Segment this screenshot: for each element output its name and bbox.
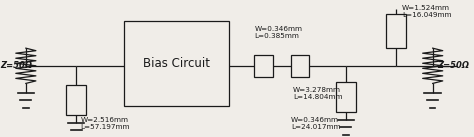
Text: Z=50Ω: Z=50Ω: [437, 61, 469, 70]
Text: W=0.346mm
L=0.385mm: W=0.346mm L=0.385mm: [255, 26, 302, 39]
Bar: [291, 55, 309, 77]
Text: W=1.524mm
L=16.049mm: W=1.524mm L=16.049mm: [402, 5, 452, 18]
Text: Z=50Ω: Z=50Ω: [0, 61, 33, 70]
Bar: [255, 55, 273, 77]
Bar: [386, 14, 406, 48]
Text: W=0.346mm
L=24.017mm: W=0.346mm L=24.017mm: [291, 117, 340, 130]
Bar: [124, 21, 229, 106]
Text: W=3.278mm
L=14.804mm: W=3.278mm L=14.804mm: [293, 88, 343, 100]
Bar: [66, 85, 86, 115]
Bar: [336, 82, 356, 112]
Text: W=2.516mm
L=57.197mm: W=2.516mm L=57.197mm: [81, 117, 130, 130]
Text: Bias Circuit: Bias Circuit: [143, 57, 210, 70]
